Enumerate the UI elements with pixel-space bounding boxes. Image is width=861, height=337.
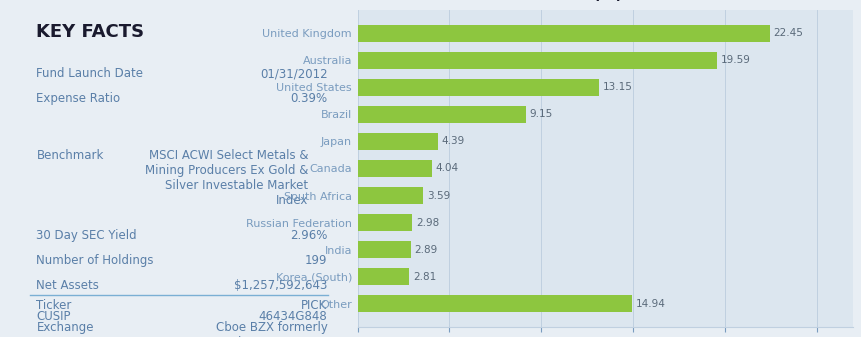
Bar	[357, 160, 431, 177]
Text: Fund Launch Date: Fund Launch Date	[36, 67, 143, 80]
Text: 199: 199	[305, 254, 327, 267]
Text: Number of Holdings: Number of Holdings	[36, 254, 154, 267]
Bar	[357, 241, 410, 258]
Text: 4.04: 4.04	[435, 163, 458, 174]
Bar	[357, 214, 412, 232]
Text: 22.45: 22.45	[772, 28, 802, 38]
Text: CUSIP: CUSIP	[36, 310, 71, 324]
Bar	[357, 105, 525, 123]
Bar	[357, 79, 598, 96]
Text: 30 Day SEC Yield: 30 Day SEC Yield	[36, 229, 137, 242]
Text: 3.59: 3.59	[427, 190, 449, 201]
Text: 46434G848: 46434G848	[258, 310, 327, 324]
Text: 4.39: 4.39	[442, 136, 465, 147]
Text: 9.15: 9.15	[529, 110, 552, 119]
Text: Ticker: Ticker	[36, 299, 71, 312]
Text: Expense Ratio: Expense Ratio	[36, 92, 121, 105]
Text: MSCI ACWI Select Metals &
Mining Producers Ex Gold &
Silver Investable Market
In: MSCI ACWI Select Metals & Mining Produce…	[145, 150, 308, 208]
Text: 2.81: 2.81	[412, 272, 436, 282]
Bar	[357, 268, 409, 285]
Bar	[357, 295, 631, 312]
Bar	[357, 52, 716, 69]
Text: GEOGRAPHIC BREAKDOWN (%): GEOGRAPHIC BREAKDOWN (%)	[357, 0, 622, 2]
Text: 19.59: 19.59	[720, 55, 750, 65]
Bar	[357, 187, 423, 204]
Text: Exchange: Exchange	[36, 321, 94, 334]
Text: Benchmark: Benchmark	[36, 150, 103, 162]
Text: 2.96%: 2.96%	[290, 229, 327, 242]
Text: $1,257,592,643: $1,257,592,643	[234, 279, 327, 293]
Text: KEY FACTS: KEY FACTS	[36, 23, 145, 41]
Text: 2.89: 2.89	[414, 245, 437, 255]
Text: 13.15: 13.15	[602, 82, 632, 92]
Bar	[357, 133, 437, 150]
Text: 14.94: 14.94	[635, 299, 665, 309]
Text: 0.39%: 0.39%	[290, 92, 327, 105]
Text: PICK: PICK	[301, 299, 327, 312]
Text: Cboe BZX formerly
known as BATS: Cboe BZX formerly known as BATS	[215, 321, 327, 337]
Text: 2.98: 2.98	[416, 218, 438, 227]
Text: Net Assets: Net Assets	[36, 279, 99, 293]
Text: 01/31/2012: 01/31/2012	[260, 67, 327, 80]
Bar	[357, 25, 769, 42]
